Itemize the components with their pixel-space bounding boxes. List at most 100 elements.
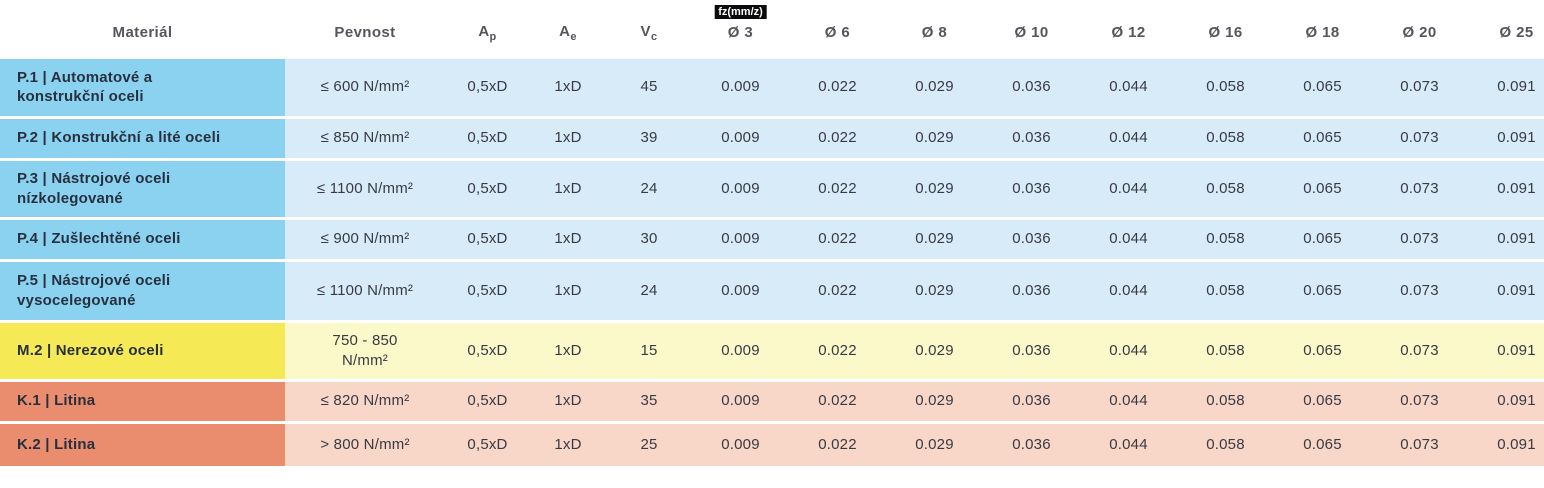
vc-cell: 35 <box>606 378 692 422</box>
fz-value-cell: 0.058 <box>1177 319 1274 380</box>
column-header-d12: Ø 12 <box>1080 0 1177 57</box>
fz-value-cell: 0.022 <box>789 378 886 422</box>
material-row: P.2 | Konstrukční a lité oceli ≤ 850 N/mm… <box>0 115 1544 159</box>
column-header-label: V <box>640 22 651 40</box>
fz-value-cell: 0.065 <box>1274 216 1371 260</box>
fz-value-cell: 0.058 <box>1177 420 1274 466</box>
fz-value-cell: 0.044 <box>1080 115 1177 159</box>
vc-cell: 45 <box>606 55 692 117</box>
ap-cell: 0,5xD <box>445 319 530 380</box>
fz-value-cell: 0.073 <box>1371 378 1468 422</box>
fz-value-cell: 0.044 <box>1080 216 1177 260</box>
fz-value-cell: 0.073 <box>1371 216 1468 260</box>
fz-value-cell: 0.029 <box>886 157 983 218</box>
column-header-label: Ø 12 <box>1111 24 1146 42</box>
column-header-d6: Ø 6 <box>789 0 886 57</box>
column-header-label: Ø 6 <box>824 24 851 42</box>
fz-value-cell: 0.022 <box>789 420 886 466</box>
material-row: M.2 | Nerezové oceli 750 - 850 N/mm² 0,5xD… <box>0 319 1544 380</box>
fz-value-cell: 0.044 <box>1080 258 1177 321</box>
fz-value-cell: 0.009 <box>692 258 789 321</box>
fz-value-cell: 0.022 <box>789 157 886 218</box>
material-row: P.5 | Nástrojové oceli vysocelegované ≤ 1… <box>0 258 1544 321</box>
fz-value-cell: 0.036 <box>983 319 1080 380</box>
material-row: P.4 | Zušlechtěné oceli ≤ 900 N/mm² 0,5xD 1… <box>0 216 1544 260</box>
fz-value-cell: 0.022 <box>789 115 886 159</box>
fz-value-cell: 0.091 <box>1468 55 1544 117</box>
fz-value-cell: 0.065 <box>1274 378 1371 422</box>
feed-per-tooth-unit-badge: fz(mm/z) <box>714 5 767 19</box>
fz-value-cell: 0.091 <box>1468 319 1544 380</box>
fz-value-cell: 0.065 <box>1274 157 1371 218</box>
material-cell: M.2 | Nerezové oceli <box>0 319 285 380</box>
fz-value-cell: 0.036 <box>983 420 1080 466</box>
ae-cell: 1xD <box>530 115 606 159</box>
strength-cell: ≤ 600 N/mm² <box>285 55 445 117</box>
material-row: P.3 | Nástrojové oceli nízkolegované ≤ 11… <box>0 157 1544 218</box>
vc-cell: 39 <box>606 115 692 159</box>
fz-value-cell: 0.022 <box>789 258 886 321</box>
fz-value-cell: 0.009 <box>692 378 789 422</box>
fz-value-cell: 0.044 <box>1080 157 1177 218</box>
column-header-d10: Ø 10 <box>983 0 1080 57</box>
column-header-pevnost: Pevnost <box>285 0 445 57</box>
ap-cell: 0,5xD <box>445 216 530 260</box>
vc-cell: 25 <box>606 420 692 466</box>
column-header-label: Materiál <box>112 24 173 42</box>
ae-cell: 1xD <box>530 319 606 380</box>
fz-value-cell: 0.073 <box>1371 157 1468 218</box>
fz-value-cell: 0.036 <box>983 157 1080 218</box>
fz-value-cell: 0.091 <box>1468 258 1544 321</box>
vc-cell: 15 <box>606 319 692 380</box>
material-cell: P.2 | Konstrukční a lité oceli <box>0 115 285 159</box>
strength-cell: ≤ 850 N/mm² <box>285 115 445 159</box>
ap-cell: 0,5xD <box>445 115 530 159</box>
fz-value-cell: 0.073 <box>1371 258 1468 321</box>
material-cell: K.2 | Litina <box>0 420 285 466</box>
fz-value-cell: 0.029 <box>886 258 983 321</box>
column-header-label: Ø 18 <box>1305 24 1340 42</box>
ae-cell: 1xD <box>530 55 606 117</box>
ap-cell: 0,5xD <box>445 420 530 466</box>
material-cell: P.3 | Nástrojové oceli nízkolegované <box>0 157 285 218</box>
fz-value-cell: 0.009 <box>692 157 789 218</box>
fz-value-cell: 0.022 <box>789 216 886 260</box>
ae-cell: 1xD <box>530 216 606 260</box>
column-header-d25: Ø 25 <box>1468 0 1544 57</box>
fz-value-cell: 0.044 <box>1080 55 1177 117</box>
fz-value-cell: 0.073 <box>1371 420 1468 466</box>
fz-value-cell: 0.091 <box>1468 157 1544 218</box>
fz-value-cell: 0.036 <box>983 216 1080 260</box>
column-header-d18: Ø 18 <box>1274 0 1371 57</box>
fz-value-cell: 0.065 <box>1274 319 1371 380</box>
fz-value-cell: 0.091 <box>1468 115 1544 159</box>
fz-value-cell: 0.065 <box>1274 420 1371 466</box>
fz-value-cell: 0.058 <box>1177 258 1274 321</box>
fz-value-cell: 0.058 <box>1177 55 1274 117</box>
fz-value-cell: 0.091 <box>1468 216 1544 260</box>
fz-value-cell: 0.044 <box>1080 420 1177 466</box>
fz-value-cell: 0.058 <box>1177 157 1274 218</box>
ap-cell: 0,5xD <box>445 258 530 321</box>
fz-value-cell: 0.009 <box>692 319 789 380</box>
ae-cell: 1xD <box>530 378 606 422</box>
fz-value-cell: 0.065 <box>1274 258 1371 321</box>
fz-value-cell: 0.029 <box>886 55 983 117</box>
ae-cell: 1xD <box>530 420 606 466</box>
fz-value-cell: 0.029 <box>886 216 983 260</box>
strength-cell: ≤ 1100 N/mm² <box>285 258 445 321</box>
fz-value-cell: 0.029 <box>886 319 983 380</box>
column-header-label: Ø 25 <box>1499 24 1534 42</box>
header-row: Materiál Pevnost Ap Ae Vc fz(mm/z) Ø 3 Ø… <box>0 0 1544 57</box>
fz-value-cell: 0.029 <box>886 115 983 159</box>
column-header-material: Materiál <box>0 0 285 57</box>
fz-value-cell: 0.009 <box>692 420 789 466</box>
fz-value-cell: 0.022 <box>789 319 886 380</box>
fz-value-cell: 0.065 <box>1274 115 1371 159</box>
vc-cell: 24 <box>606 258 692 321</box>
fz-value-cell: 0.036 <box>983 115 1080 159</box>
fz-value-cell: 0.065 <box>1274 55 1371 117</box>
table-body: P.1 | Automatové a konstrukční oceli ≤ 60… <box>0 55 1544 466</box>
column-header-vc: Vc <box>606 0 692 57</box>
